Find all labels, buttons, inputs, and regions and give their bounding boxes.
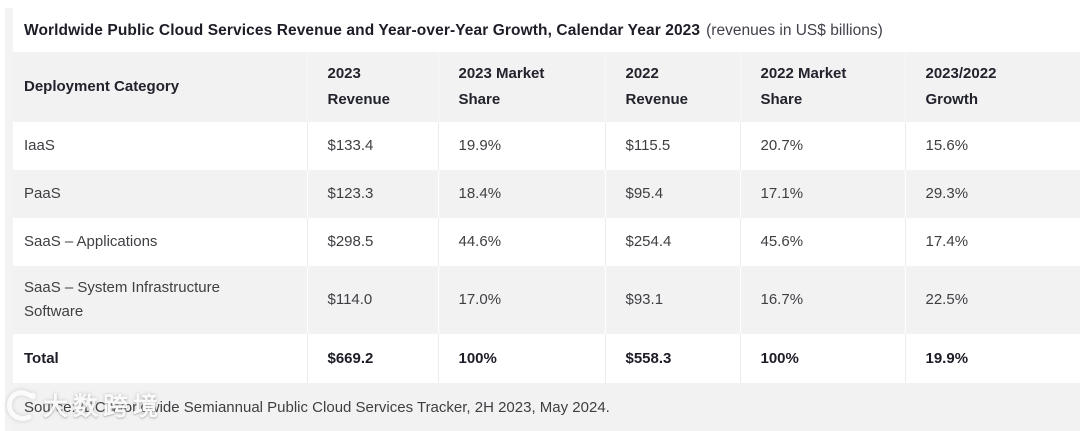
col-header-2023-revenue: 2023 Revenue	[307, 52, 439, 122]
col-header-2022-market-share: 2022 Market Share	[740, 52, 906, 122]
cell-2023-share: 18.4%	[438, 170, 606, 218]
table-row-total: Total $669.2 100% $558.3 100% 19.9%	[13, 334, 1080, 383]
header-text: 2022 Market	[760, 65, 847, 82]
table-row-iaas: IaaS $133.4 19.9% $115.5 20.7% 15.6%	[13, 122, 1080, 170]
title-note-text: (revenues in US$ billions)	[706, 22, 883, 39]
cell-2023-revenue: $133.4	[307, 122, 439, 170]
cell-2022-revenue: $115.5	[605, 122, 741, 170]
header-text: Revenue	[625, 91, 689, 108]
cell-2022-share: 16.7%	[740, 266, 906, 334]
header-text: Revenue	[327, 91, 391, 108]
cell-2022-share: 20.7%	[740, 122, 906, 170]
cell-2023-share: 100%	[438, 334, 606, 383]
header-text: 2023 Market	[458, 65, 545, 82]
table-row-saas-system-infrastructure: SaaS – System Infrastructure Software $1…	[13, 266, 1080, 334]
cell-2022-revenue: $254.4	[605, 218, 741, 266]
table-row-paas: PaaS $123.3 18.4% $95.4 17.1% 29.3%	[13, 170, 1080, 218]
cell-2023-share: 17.0%	[438, 266, 606, 334]
header-text: Share	[458, 91, 501, 108]
cell-category: IaaS	[13, 122, 308, 170]
cell-2022-revenue: $93.1	[605, 266, 741, 334]
cell-growth: 17.4%	[925, 233, 969, 250]
table-header-row: Deployment Category 2023 Revenue 2023 Ma…	[13, 52, 1080, 122]
col-header-2022-revenue: 2022 Revenue	[605, 52, 741, 122]
cell-growth: 22.5%	[905, 266, 1080, 334]
cell-2022-share: 45.6%	[740, 218, 906, 266]
source-text: Source: IDC Worldwide Semiannual Public …	[24, 398, 610, 416]
cell-growth: 19.9%	[925, 349, 969, 367]
cell-2022-share: 17.1%	[740, 170, 906, 218]
cell-2022-share: 100%	[740, 334, 906, 383]
col-header-deployment-category: Deployment Category	[13, 52, 308, 122]
cell-growth: 29.3%	[905, 170, 1080, 218]
content-area: Worldwide Public Cloud Services Revenue …	[13, 0, 1080, 431]
table-row-saas-applications: SaaS – Applications $298.5 44.6% $254.4 …	[13, 218, 1080, 266]
cell-category: SaaS – Applications	[13, 218, 308, 266]
cell-category: Total	[13, 334, 308, 383]
cell-2023-revenue: $298.5	[307, 218, 439, 266]
cell-2022-revenue: $95.4	[605, 170, 741, 218]
source-bar: Source: IDC Worldwide Semiannual Public …	[13, 383, 1080, 431]
cell-growth: 15.6%	[925, 137, 969, 154]
header-text: Growth	[925, 91, 979, 108]
cell-2022-revenue: $558.3	[605, 334, 741, 383]
cell-2023-revenue: $669.2	[307, 334, 439, 383]
cell-category: PaaS	[13, 170, 308, 218]
header-text: 2022	[625, 65, 659, 82]
header-text: Deployment Category	[24, 78, 180, 95]
header-text: Share	[760, 91, 803, 108]
cell-2023-share: 19.9%	[438, 122, 606, 170]
left-border-strip	[5, 8, 13, 431]
title-main-text: Worldwide Public Cloud Services Revenue …	[24, 22, 701, 39]
col-header-2023-2022-growth: 2023/2022 Growth	[905, 52, 1080, 122]
cell-category: SaaS – System Infrastructure Software	[13, 266, 308, 334]
cell-2023-revenue: $114.0	[307, 266, 439, 334]
revenue-table: Deployment Category 2023 Revenue 2023 Ma…	[13, 52, 1080, 383]
header-text: 2023/2022	[925, 65, 997, 82]
col-header-2023-market-share: 2023 Market Share	[438, 52, 606, 122]
cell-2023-share: 44.6%	[438, 218, 606, 266]
header-text: 2023	[327, 65, 361, 82]
table-title: Worldwide Public Cloud Services Revenue …	[13, 0, 1080, 52]
cell-2023-revenue: $123.3	[307, 170, 439, 218]
